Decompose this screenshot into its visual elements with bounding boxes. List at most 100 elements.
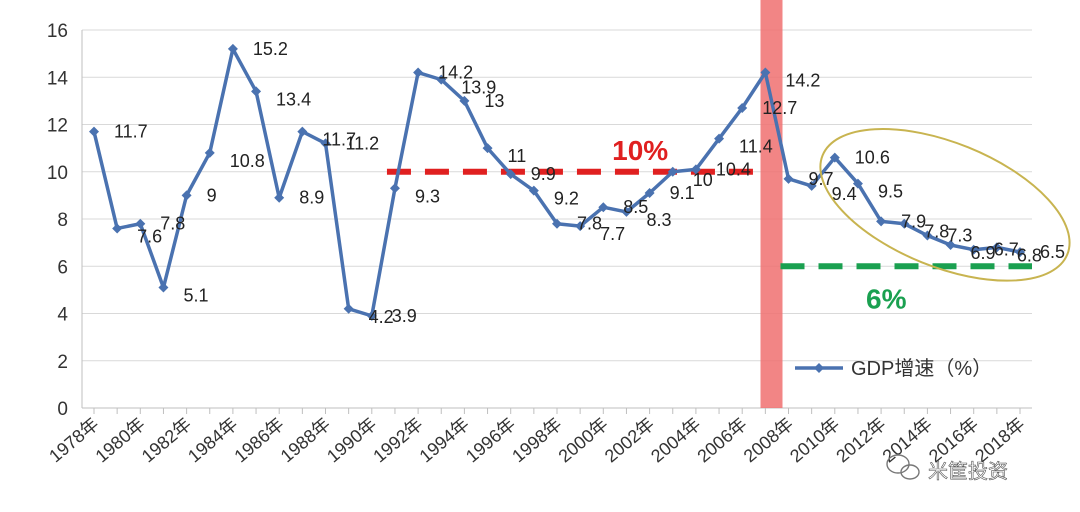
data-label: 8.9 [299,188,324,208]
data-label: 8.5 [623,197,648,217]
x-tick-label: 2012年 [832,414,889,467]
data-point [852,178,863,189]
y-tick-label: 6 [57,257,68,278]
data-label: 4.2 [369,307,394,327]
data-label: 11.4 [739,137,773,157]
y-axis: 0 2 4 6 8 10 12 14 16 [47,21,83,420]
x-tick-label: 1990年 [323,414,380,467]
data-point [575,221,586,232]
y-tick-label: 8 [57,210,68,231]
legend: GDP增速（%） [795,357,992,380]
data-label: 13.4 [276,89,311,109]
data-point [714,133,725,144]
x-tick-label: 2006年 [693,414,750,467]
y-tick-label: 0 [57,399,68,420]
y-tick-label: 2 [57,352,68,373]
data-point [991,242,1002,253]
data-point [413,67,424,78]
x-tick-label: 2016年 [925,414,982,467]
data-point [112,223,123,234]
x-tick-label: 1988年 [277,414,334,467]
data-point [89,126,99,137]
data-point [297,126,308,137]
x-tick-label: 1996年 [462,414,519,467]
data-point [737,102,748,113]
data-point [552,218,562,229]
data-label: 7.7 [600,224,625,244]
data-label: 9.2 [554,189,579,209]
ellipse-outline [819,127,1071,282]
data-point [482,143,493,154]
year-highlight-band [760,0,783,408]
data-label: 7.8 [577,214,602,234]
data-label: 11.7 [114,122,148,142]
data-point [320,138,331,149]
data-label: 9.1 [670,183,695,203]
x-tick-label: 1982年 [138,414,195,467]
x-axis: 1978年1980年1982年1984年1986年1988年1990年1992年… [45,407,1032,467]
data-label: 7.3 [947,226,972,246]
data-point [760,67,771,78]
data-point [876,216,887,227]
y-tick-label: 14 [47,68,69,89]
data-label: 7.8 [924,222,949,242]
x-tick-label: 1986年 [230,414,287,467]
data-label: 11.7 [322,130,356,150]
data-point [667,166,678,177]
data-label: 10.6 [855,148,890,168]
data-label: 12.7 [762,98,797,118]
reference-lines: 10% 6% [386,135,1032,314]
data-point [945,239,956,250]
data-label: 11 [508,146,527,166]
data-point [343,303,354,314]
data-point [459,95,470,106]
data-label: 9.7 [809,169,834,189]
data-point [829,152,840,163]
data-point [135,218,146,229]
data-point [366,310,377,321]
x-tick-label: 2002年 [601,414,658,467]
data-labels: 11.77.67.85.1910.815.213.48.911.711.24.2… [114,39,1065,327]
wechat-bubble-small [900,464,920,480]
data-point [251,86,262,97]
data-label: 9.4 [832,184,857,204]
x-tick-label: 1992年 [369,414,426,467]
data-point [204,147,215,158]
data-point [806,180,817,191]
data-label: 13 [484,91,504,111]
x-tick-label: 1984年 [184,414,241,467]
y-tick-label: 16 [47,21,68,42]
data-label: 3.9 [392,306,417,326]
x-tick-label: 2010年 [786,414,843,467]
data-label: 6.7 [994,240,1019,260]
data-point [274,192,285,203]
data-point [227,43,238,54]
x-tick-label: 2008年 [740,414,797,467]
data-point [690,164,701,175]
data-label: 6.9 [971,243,996,263]
y-tick-label: 12 [47,116,68,137]
data-label: 11.2 [346,133,380,153]
x-tick-label: 1980年 [92,414,149,467]
x-tick-label: 2000年 [555,414,612,467]
data-label: 8.3 [646,210,671,230]
wechat-bubble-large [886,454,910,474]
data-label: 6.5 [1040,242,1065,262]
legend-swatch-marker [814,363,824,373]
legend-label: GDP增速（%） [851,357,992,380]
data-label: 7.8 [160,214,185,234]
data-label: 9 [207,185,217,205]
data-label: 10.8 [230,151,265,171]
data-label: 6.8 [1017,245,1042,265]
data-point [389,183,400,194]
data-point [505,169,516,180]
data-label: 9.3 [415,186,440,206]
data-label: 9.5 [878,182,903,202]
x-tick-label: 1994年 [416,414,473,467]
data-label: 10 [693,170,713,190]
data-point [922,230,933,241]
data-label: 5.1 [183,286,208,306]
data-point [644,188,655,199]
data-point [783,173,794,184]
